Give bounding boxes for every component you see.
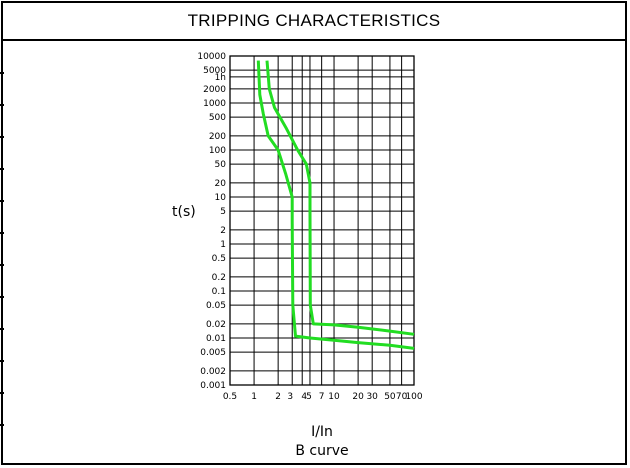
grid-lines [229, 55, 415, 386]
y-tick-label: 0.1 [212, 287, 226, 297]
chart-title: TRIPPING CHARACTERISTICS [3, 3, 625, 41]
y-tick-label: 0.002 [200, 367, 226, 377]
x-tick-label: 2 [275, 392, 281, 402]
x-tick-label: 0.5 [223, 392, 237, 402]
trip-curves [256, 60, 415, 350]
x-tick-label: 1 [251, 392, 257, 402]
left-edge-ticks [0, 38, 4, 466]
y-tick-label: 10000 [197, 52, 226, 62]
y-tick-label: 2 [220, 226, 226, 236]
y-tick-label: 500 [209, 113, 226, 123]
y-tick-label: 0.5 [212, 254, 226, 264]
y-tick-label: 200 [209, 132, 226, 142]
x-tick-label: 7 [319, 392, 325, 402]
y-tick-label: 0.2 [212, 273, 226, 283]
y-tick-label: 50 [215, 160, 227, 170]
y-tick-label: 100 [209, 146, 226, 156]
x-tick-label: 70 [396, 392, 408, 402]
y-tick-label: 0.02 [206, 320, 226, 330]
y-axis-label: t(s) [172, 204, 196, 220]
y-tick-label: 1 [220, 240, 226, 250]
y-tick-label: 20 [215, 179, 227, 189]
x-tick-label: 4 [301, 392, 307, 402]
trip-curve-upper [265, 60, 415, 336]
y-tick-label: 0.001 [200, 381, 226, 391]
y-tick-label: 0.005 [200, 348, 226, 358]
x-tick-label: 10 [328, 392, 340, 402]
x-tick-label: 30 [366, 392, 378, 402]
x-tick-label: 100 [405, 392, 422, 402]
y-tick-label: 1h [215, 73, 226, 83]
x-tick-label: 20 [352, 392, 364, 402]
y-tick-label: 5000 [203, 66, 226, 76]
y-tick-label: 0.01 [206, 334, 226, 344]
x-axis-label: I/In [311, 424, 333, 440]
y-tick-label: 10 [215, 193, 227, 203]
y-tick-label: 5 [220, 207, 226, 217]
x-tick-label: 50 [384, 392, 396, 402]
trip-curve-lower [256, 60, 415, 350]
chart-subtitle: B curve [295, 443, 348, 459]
y-tick-label: 0.05 [206, 301, 226, 311]
y-tick-label: 2000 [203, 85, 226, 95]
x-tick-label: 5 [306, 392, 312, 402]
y-tick-label: 1000 [203, 99, 226, 109]
x-tick-label: 3 [287, 392, 293, 402]
